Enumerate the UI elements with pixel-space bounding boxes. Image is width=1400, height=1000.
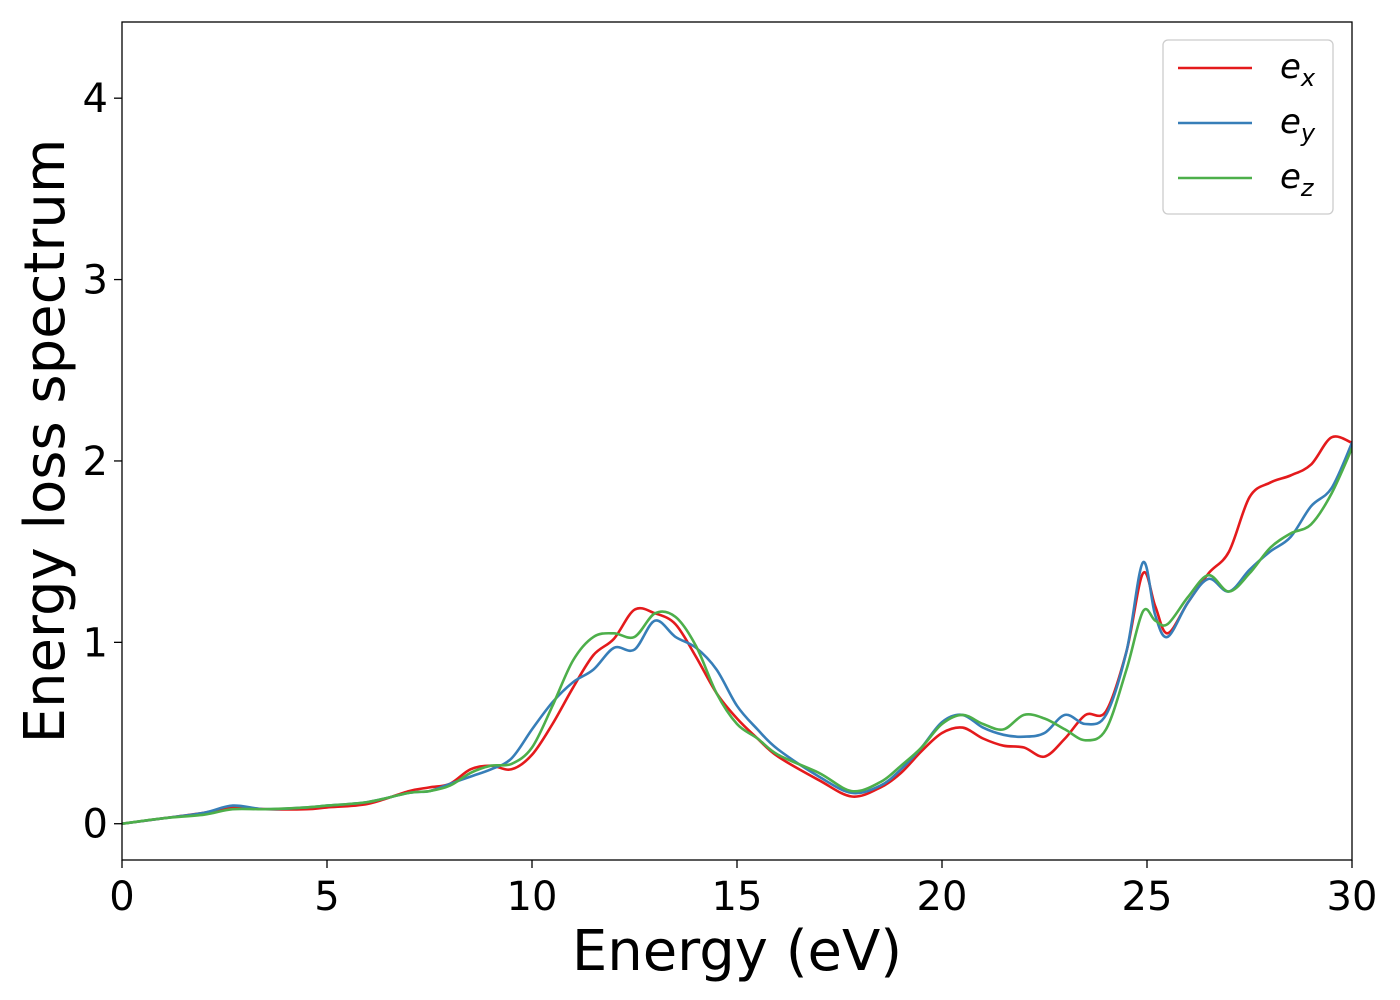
- series-layer: [122, 435, 1352, 825]
- x-tick-label: 15: [712, 874, 763, 920]
- x-tick-label: 25: [1122, 874, 1173, 920]
- y-tick-label: 2: [83, 439, 108, 485]
- y-tick-label: 3: [83, 258, 108, 304]
- y-axis-label: Energy loss spectrum: [13, 139, 78, 744]
- series-line-e-x: [122, 435, 1352, 825]
- series-line-e-z: [122, 447, 1352, 825]
- x-axis-label: Energy (eV): [572, 919, 902, 984]
- legend-label-e-x: ex: [1280, 47, 1316, 92]
- x-tick-label: 30: [1327, 874, 1378, 920]
- y-tick-label: 1: [83, 620, 108, 666]
- x-tick-label: 0: [109, 874, 134, 920]
- legend-label-e-y: ey: [1280, 102, 1316, 147]
- x-tick-label: 10: [507, 874, 558, 920]
- x-tick-label: 20: [917, 874, 968, 920]
- ticks-layer: 0 5 10 15 20 25 30 0 1 2 3 4: [83, 76, 1378, 920]
- y-tick-label: 4: [83, 76, 108, 122]
- x-tick-label: 5: [314, 874, 339, 920]
- legend-box: [1162, 39, 1334, 215]
- legend: ex ey ez: [1162, 39, 1334, 215]
- y-tick-label: 0: [83, 802, 108, 848]
- legend-label-e-z: ez: [1280, 157, 1315, 202]
- legend-items: ex ey ez: [1178, 47, 1316, 202]
